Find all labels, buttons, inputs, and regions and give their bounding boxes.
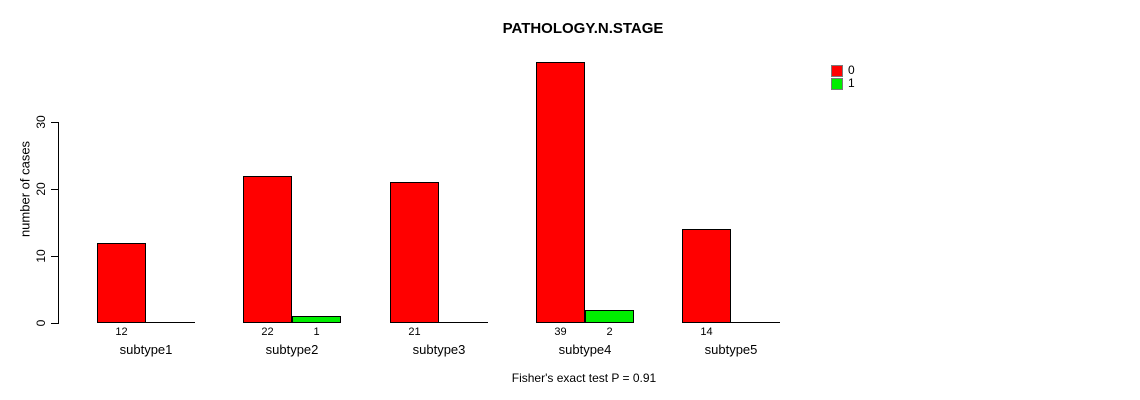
bar-0-subtype5 [682,229,731,323]
chart-title: PATHOLOGY.N.STAGE [502,20,664,37]
bar-1-subtype4 [585,310,634,323]
legend-label-0: 0 [848,63,855,77]
zero-bar-1-subtype1 [146,322,195,323]
y-tick [51,323,58,324]
category-label-subtype3: subtype3 [412,342,466,357]
y-tick-label: 10 [34,249,48,263]
category-label-subtype1: subtype1 [119,342,173,357]
bar-count-label: 22 [261,326,274,338]
zero-bar-1-subtype3 [439,322,488,323]
y-axis-line [58,122,59,324]
bar-count-label: 1 [313,326,320,338]
legend-row-0: 0 [831,64,855,77]
y-tick [51,189,58,190]
bar-0-subtype1 [97,243,146,323]
legend-row-1: 1 [831,77,855,90]
zero-bar-1-subtype5 [731,322,780,323]
bar-count-label: 39 [554,326,567,338]
legend: 0 1 [831,64,855,90]
category-label-subtype5: subtype5 [704,342,758,357]
bar-count-label: 14 [700,326,713,338]
category-label-subtype2: subtype2 [265,342,319,357]
bar-1-subtype2 [292,316,341,323]
y-axis-label: number of cases [17,140,33,238]
y-tick-label: 30 [34,115,48,129]
y-tick-label: 0 [34,319,48,327]
fisher-test-annotation: Fisher's exact test P = 0.91 [511,371,657,385]
legend-swatch-green [831,77,843,90]
legend-swatch-red [831,64,843,77]
y-tick [51,122,58,123]
y-tick-label: 20 [34,182,48,196]
bar-0-subtype3 [390,182,439,323]
bar-count-label: 12 [115,326,128,338]
y-tick [51,256,58,257]
legend-label-1: 1 [848,76,855,90]
bar-count-label: 21 [408,326,421,338]
bar-count-label: 2 [606,326,613,338]
bar-0-subtype4 [536,62,585,323]
category-label-subtype4: subtype4 [558,342,612,357]
bar-0-subtype2 [243,176,292,323]
